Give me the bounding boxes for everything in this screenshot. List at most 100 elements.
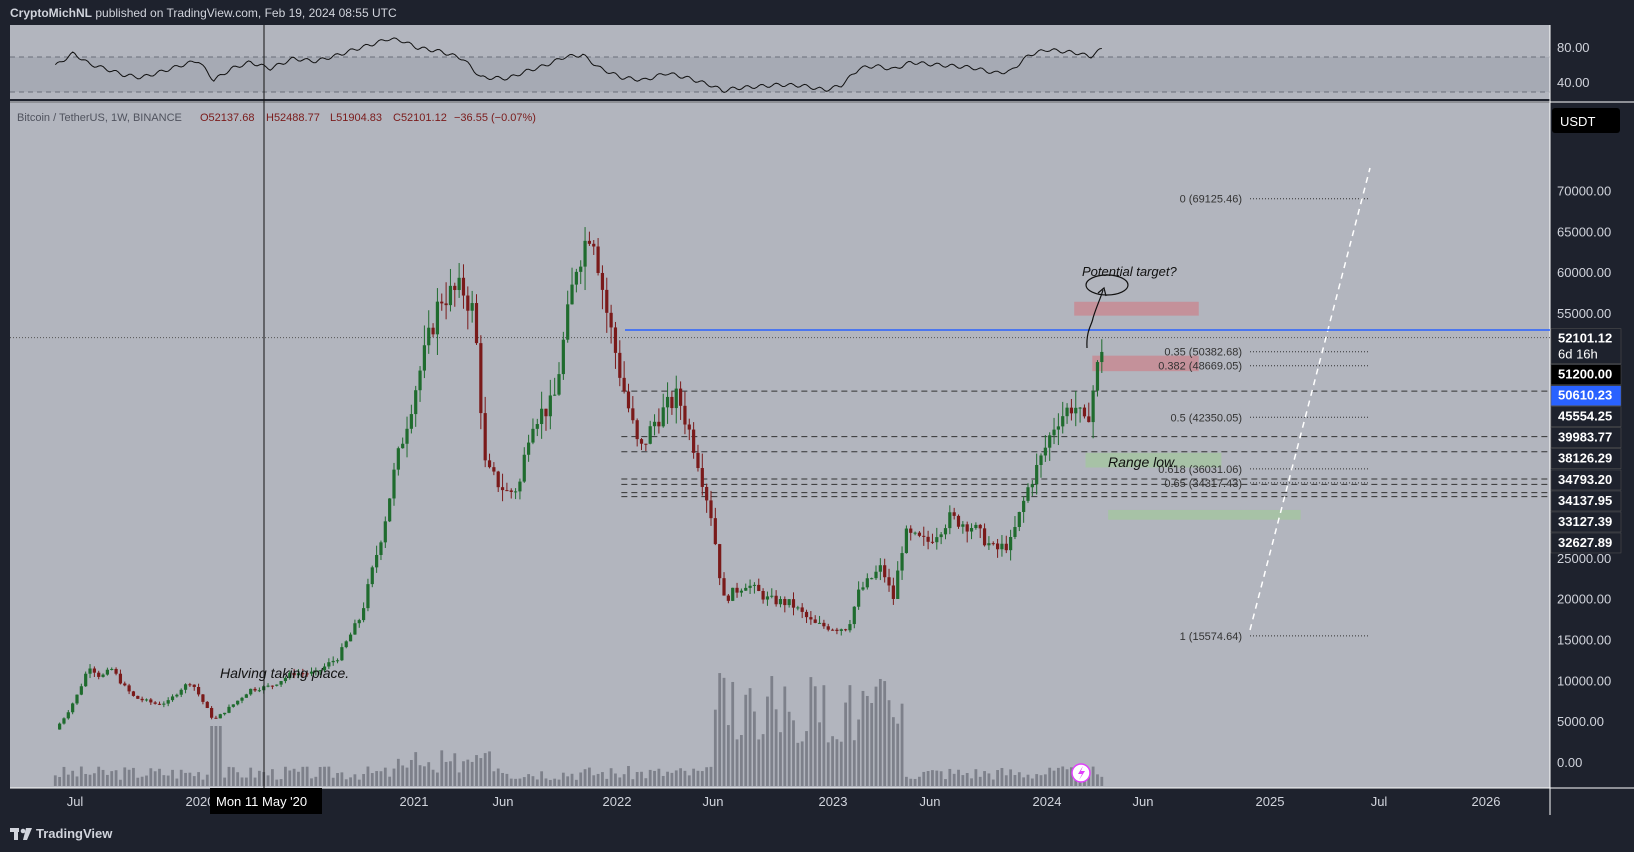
- volume-bar: [236, 772, 240, 786]
- candle: [257, 687, 261, 693]
- price-tag-label: 51200.00: [1558, 367, 1612, 382]
- candle: [396, 446, 400, 476]
- candle-body: [982, 528, 987, 546]
- volume-bar: [805, 731, 808, 786]
- candle-body: [457, 277, 461, 291]
- candle: [939, 532, 943, 545]
- volume-bar: [310, 778, 313, 786]
- candle-body: [1000, 543, 1004, 550]
- y-tick-label: 70000.00: [1557, 184, 1611, 199]
- x-tick-label: 2020: [186, 794, 215, 809]
- volume-bar: [601, 772, 604, 786]
- fib-label: 0.618 (36031.06): [1158, 464, 1242, 476]
- volume-bar: [492, 771, 496, 786]
- volume-bar: [861, 690, 865, 786]
- price-tag-label: 33127.39: [1558, 514, 1612, 529]
- candle: [379, 540, 383, 561]
- volume-bar: [674, 770, 678, 786]
- candle: [327, 658, 331, 669]
- candle-body: [1039, 455, 1043, 465]
- volume-bar: [705, 767, 709, 786]
- currency-badge[interactable]: USDT: [1552, 108, 1620, 133]
- volume-bar: [1056, 767, 1060, 786]
- volume-bar: [297, 771, 300, 786]
- volume-bar: [722, 677, 726, 786]
- candle: [227, 704, 231, 714]
- rsi-tick-40: 40.00: [1557, 75, 1590, 90]
- volume-bar: [983, 771, 986, 786]
- volume-bar: [996, 770, 999, 786]
- candle: [622, 361, 626, 394]
- candle: [744, 583, 748, 591]
- zones: [1074, 301, 1301, 520]
- candle: [726, 594, 730, 604]
- candle: [88, 664, 92, 679]
- candle-body: [683, 405, 687, 425]
- candle-body: [548, 395, 552, 417]
- candle: [566, 290, 570, 343]
- candle-body: [622, 377, 626, 392]
- candle-body: [692, 429, 696, 453]
- volume-bar: [1100, 776, 1104, 786]
- volume-bar: [700, 771, 704, 786]
- y-tick-label: 5000.00: [1557, 714, 1604, 729]
- price-tag-label: 38126.29: [1558, 451, 1612, 466]
- volume-bar: [1096, 774, 1099, 786]
- volume-bar: [687, 775, 691, 786]
- candle: [713, 507, 717, 546]
- volume-bar: [292, 768, 296, 786]
- volume-bar: [253, 777, 257, 786]
- candle: [196, 683, 201, 697]
- candle-body: [1069, 407, 1074, 414]
- candle-body: [383, 521, 387, 543]
- candle-body: [223, 712, 227, 715]
- candle: [279, 680, 283, 687]
- candle: [752, 582, 757, 594]
- candle: [913, 531, 917, 536]
- candle: [266, 683, 270, 688]
- candle-body: [253, 688, 257, 691]
- candle-body: [357, 620, 361, 624]
- candle: [292, 668, 296, 679]
- footer-brand[interactable]: TradingView: [10, 826, 112, 841]
- candle: [817, 615, 822, 624]
- candle-body: [930, 541, 935, 543]
- candle-body: [210, 708, 214, 718]
- candle: [509, 488, 513, 499]
- volume-bar: [179, 769, 183, 786]
- candle: [609, 304, 613, 344]
- lightning-icon[interactable]: [1071, 763, 1091, 783]
- candle: [283, 676, 288, 684]
- candle-body: [978, 524, 982, 529]
- volume-bar: [288, 770, 292, 786]
- candle-body: [943, 528, 948, 535]
- candle: [448, 268, 453, 312]
- candle-body: [522, 454, 526, 482]
- candle: [757, 578, 761, 592]
- volume-bar: [1074, 778, 1078, 786]
- candle: [1069, 398, 1074, 421]
- candle-body: [427, 327, 431, 346]
- volume-bar: [631, 779, 635, 786]
- volume-bar: [158, 768, 161, 786]
- candle-body: [665, 396, 670, 408]
- volume-bar: [132, 767, 135, 786]
- candle: [487, 453, 492, 469]
- volume-bar: [218, 726, 222, 786]
- tradingview-logo-icon: [10, 827, 32, 840]
- volume-bar: [266, 775, 270, 786]
- crosshair-time-label: Mon 11 May '20: [210, 788, 322, 814]
- candle-body: [1052, 429, 1056, 436]
- volume-bar: [231, 767, 235, 786]
- candle: [735, 582, 739, 598]
- candle-body: [205, 701, 209, 709]
- candle-body: [722, 578, 726, 596]
- volume-bar: [105, 774, 109, 786]
- candle-body: [531, 428, 535, 443]
- candle-body: [857, 589, 861, 607]
- candle-body: [969, 528, 974, 532]
- candle-body: [470, 303, 474, 311]
- candle-body: [435, 301, 440, 335]
